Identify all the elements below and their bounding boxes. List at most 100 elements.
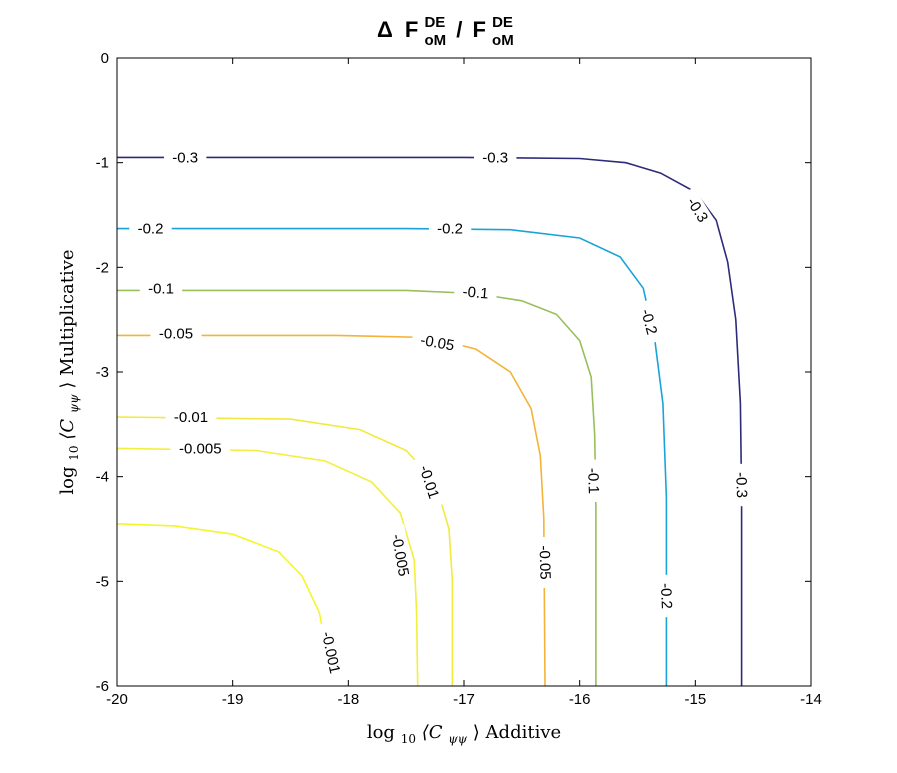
contour-label-text: -0.05 [159,325,193,342]
contour-label: -0.001 [316,621,346,684]
contour-label: -0.3 [731,463,752,507]
contour-label-text: -0.01 [415,463,442,501]
contour-label: -0.05 [535,536,555,589]
x-axis-ticks: -20 -19 -18 -17 -16 -15 -14 [106,58,822,708]
contour-label-text: -0.3 [482,149,508,166]
y-axis-label: log 10 ⟨C ψψ ⟩ Multiplicative [57,249,83,494]
contour-label-text: -0.2 [657,583,675,609]
x-tick-label: -15 [684,691,706,708]
xlabel-log-sub: 10 [401,732,416,746]
x-tick-label: -16 [569,691,591,708]
title-denominator-sub: oM [492,32,514,49]
title-denominator: F [472,17,485,42]
contour-label-background [386,524,415,587]
contour-label-background [139,279,183,298]
y-tick-label: -3 [96,364,109,381]
title-separator: / [456,17,462,42]
y-axis-ticks: 0 -1 -2 -3 -4 -5 -6 [96,50,811,695]
contour-label-background [316,621,346,684]
svg-text:log 10 ⟨C ψψ: log 10 ⟨C ψψ ⟩ Multiplicative [57,249,83,494]
contour-label-background [583,459,604,503]
contour-label-background [474,148,517,167]
contour-label-background [678,187,717,233]
contour-label-text: -0.2 [637,307,660,336]
ylabel-body-sub: ψψ [67,394,81,413]
contour-line [116,447,419,687]
y-tick-label: -6 [96,678,109,695]
y-tick-label: -5 [96,573,109,590]
x-tick-label: -20 [106,691,128,708]
contour-label: -0.1 [583,459,604,503]
svg-text:log 10 ⟨C ψψ: log 10 ⟨C ψψ ⟩ Additive [367,722,561,748]
x-tick-label: -14 [800,691,822,708]
xlabel-log: log [367,722,395,743]
xlabel-body-sub: ψψ [448,732,467,746]
contour-label: -0.2 [656,574,677,618]
contour-label: -0.01 [165,408,217,426]
y-tick-label: -4 [96,469,109,486]
contour-label-background [535,536,555,589]
ylabel-log: log [57,466,78,494]
xlabel-suffix: ⟩ Additive [473,722,561,743]
y-tick-label: -1 [96,155,109,172]
plot-area-frame [116,57,812,687]
contour-line [116,523,326,645]
title-numerator: F [405,17,418,42]
contour-line [117,334,546,687]
x-tick-label: -18 [337,691,359,708]
title-numerator-sup: DE [424,14,445,31]
contour-label-background [129,219,172,238]
contour-label-text: -0.2 [138,221,164,238]
contour-label: -0.005 [386,524,415,587]
contour-label-background [412,454,446,509]
contour-label-text: -0.01 [174,409,208,426]
contour-label: -0.1 [139,279,183,298]
contour-label-text: -0.1 [462,283,489,302]
ylabel-log-sub: 10 [67,445,81,460]
contour-label-background [428,219,472,238]
contour-label-background [731,463,752,507]
svg-text:Δ F DE oM: Δ F DE oM / F DE oM [377,7,519,50]
contour-label-text: -0.001 [318,630,343,675]
title-denominator-sup: DE [492,14,513,31]
contour-label: -0.3 [164,148,207,167]
contour-label: -0.05 [410,329,465,356]
x-axis-label: log 10 ⟨C ψψ ⟩ Additive [367,722,561,748]
contour-label-text: -0.05 [535,545,553,580]
contour-label: -0.3 [678,187,717,233]
contour-label-text: -0.1 [148,280,174,297]
contour-label-background [634,298,664,345]
contour-label-text: -0.05 [419,332,456,355]
contour-label: -0.2 [634,298,664,345]
contour-label: -0.1 [453,281,498,304]
contour-label-background [150,324,202,343]
contour-label: -0.005 [170,439,231,458]
contour-label: -0.05 [150,324,202,343]
title-numerator-sub: oM [424,32,446,49]
contour-label-background [170,439,231,458]
ylabel-suffix: ⟩ Multiplicative [57,249,78,388]
x-tick-label: -19 [222,691,244,708]
contour-label: -0.01 [412,454,446,509]
contour-label-background [164,148,207,167]
contour-label: -0.2 [428,219,472,238]
title-prefix: Δ [377,17,393,42]
contour-label-text: -0.1 [584,468,602,494]
contour-label: -0.2 [129,219,172,238]
chart-title: Δ F DE oM / F DE oM [377,7,519,50]
contour-label: -0.3 [474,148,517,167]
contour-label-text: -0.3 [732,472,750,498]
y-tick-label: -2 [96,259,109,276]
xlabel-body: ⟨C [422,722,443,743]
contour-label-background [410,329,465,356]
x-tick-label: -17 [453,691,475,708]
y-tick-label: 0 [101,50,109,67]
contour-label-background [656,574,677,618]
contour-label-text: -0.3 [172,149,198,166]
contour-label-text: -0.005 [179,440,222,457]
contour-line [117,289,597,686]
ylabel-body: ⟨C [57,419,78,440]
contour-label-text: -0.2 [437,221,463,238]
contour-label-background [165,408,217,426]
